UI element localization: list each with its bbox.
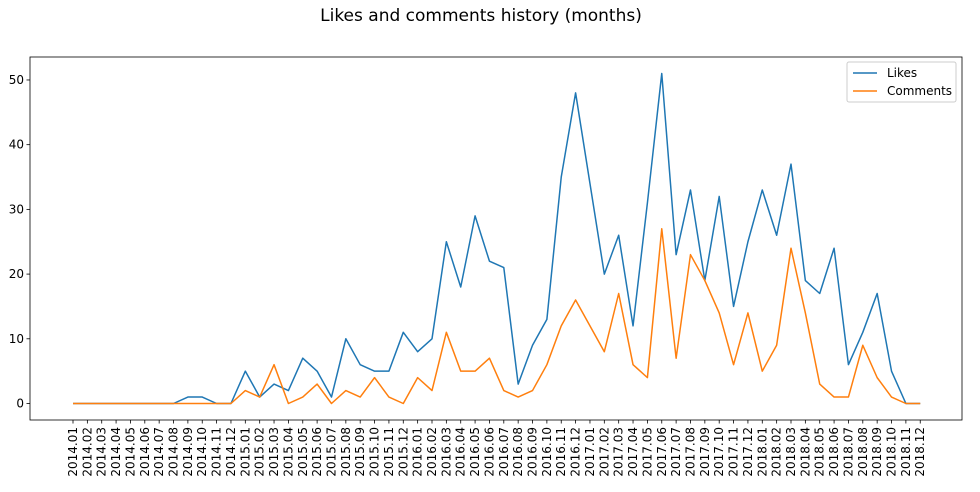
legend-box <box>846 61 957 103</box>
xtick-label: 2015.03 <box>267 427 281 477</box>
xtick-label: 2017.02 <box>597 427 611 477</box>
xtick-label: 2017.10 <box>712 427 726 477</box>
xtick-label: 2017.04 <box>626 427 640 477</box>
xtick-label: 2014.09 <box>181 427 195 477</box>
xtick-label: 2015.11 <box>382 427 396 477</box>
xtick-label: 2018.12 <box>913 427 927 477</box>
xtick-label: 2016.01 <box>411 427 425 477</box>
xtick-label: 2017.11 <box>727 427 741 477</box>
xtick-label: 2015.05 <box>296 427 310 477</box>
xtick-label: 2015.10 <box>368 427 382 477</box>
xtick-label: 2015.01 <box>238 427 252 477</box>
xtick-label: 2014.11 <box>210 427 224 477</box>
xtick-label: 2014.08 <box>167 427 181 477</box>
xtick-label: 2014.10 <box>195 427 209 477</box>
xtick-label: 2017.05 <box>640 427 654 477</box>
xtick-label: 2015.12 <box>396 427 410 477</box>
xtick-label: 2016.02 <box>425 427 439 477</box>
legend-label-likes: Likes <box>887 66 917 80</box>
xtick-label: 2017.06 <box>655 427 669 477</box>
xtick-label: 2016.03 <box>439 427 453 477</box>
ytick-label: 10 <box>9 332 24 346</box>
plot-frame <box>29 56 963 421</box>
xtick-label: 2017.03 <box>612 427 626 477</box>
xtick-label: 2014.04 <box>109 427 123 477</box>
xtick-label: 2018.03 <box>784 427 798 477</box>
legend-label-comments: Comments <box>887 84 952 98</box>
xtick-label: 2016.05 <box>468 427 482 477</box>
xtick-label: 2016.11 <box>554 427 568 477</box>
xtick-label: 2018.07 <box>841 427 855 477</box>
xtick-label: 2017.08 <box>683 427 697 477</box>
xtick-label: 2016.04 <box>454 427 468 477</box>
xtick-label: 2018.06 <box>827 427 841 477</box>
xtick-label: 2016.07 <box>497 427 511 477</box>
xtick-label: 2018.08 <box>856 427 870 477</box>
xtick-label: 2015.08 <box>339 427 353 477</box>
xtick-label: 2018.01 <box>755 427 769 477</box>
xtick-label: 2017.07 <box>669 427 683 477</box>
ytick-label: 0 <box>16 397 24 411</box>
xtick-label: 2017.12 <box>741 427 755 477</box>
series-line-comments <box>73 228 921 405</box>
xtick-label: 2016.06 <box>482 427 496 477</box>
series-line-likes <box>73 72 921 405</box>
xtick-label: 2018.09 <box>870 427 884 477</box>
ytick-label: 20 <box>9 267 24 281</box>
xtick-label: 2015.09 <box>353 427 367 477</box>
xtick-label: 2015.04 <box>281 427 295 477</box>
xtick-label: 2015.07 <box>324 427 338 477</box>
xtick-label: 2015.06 <box>310 427 324 477</box>
xtick-label: 2018.04 <box>798 427 812 477</box>
xtick-label: 2014.06 <box>138 427 152 477</box>
xtick-label: 2014.05 <box>123 427 137 477</box>
ytick-label: 50 <box>9 73 24 87</box>
chart-title: Likes and comments history (months) <box>320 6 642 26</box>
ytick-label: 30 <box>9 202 24 216</box>
ytick-label: 40 <box>9 138 24 152</box>
xtick-label: 2016.08 <box>511 427 525 477</box>
xtick-label: 2016.10 <box>540 427 554 477</box>
xtick-label: 2014.07 <box>152 427 166 477</box>
xtick-label: 2018.10 <box>885 427 899 477</box>
xtick-label: 2017.01 <box>583 427 597 477</box>
xtick-label: 2014.02 <box>80 427 94 477</box>
xtick-label: 2018.02 <box>770 427 784 477</box>
xtick-label: 2014.03 <box>95 427 109 477</box>
xtick-label: 2016.09 <box>526 427 540 477</box>
xtick-label: 2016.12 <box>569 427 583 477</box>
xtick-label: 2014.01 <box>66 427 80 477</box>
xtick-label: 2018.05 <box>813 427 827 477</box>
xtick-label: 2015.02 <box>253 427 267 477</box>
xtick-label: 2018.11 <box>899 427 913 477</box>
xtick-label: 2017.09 <box>698 427 712 477</box>
xtick-label: 2014.12 <box>224 427 238 477</box>
